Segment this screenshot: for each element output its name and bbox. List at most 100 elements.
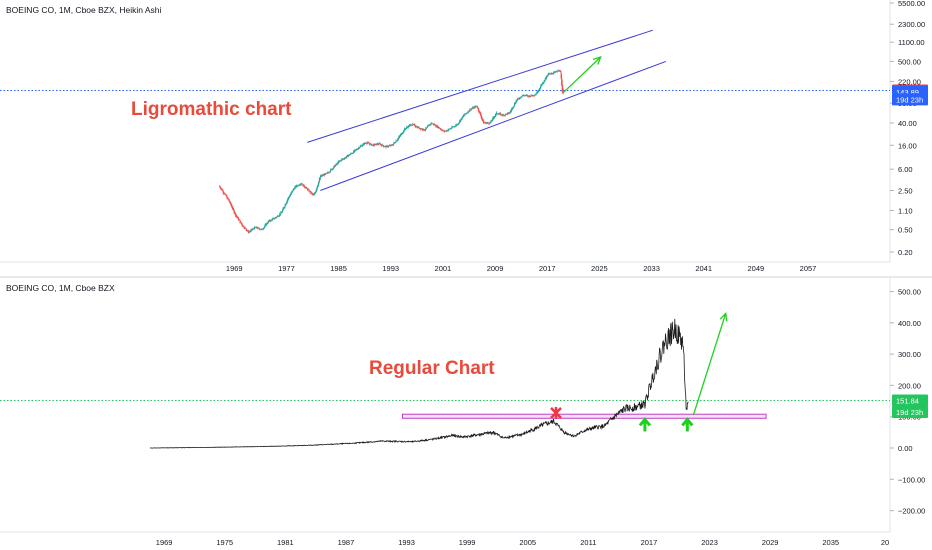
x-tick-label: 20 [881, 538, 889, 547]
candle-body [294, 186, 296, 190]
candle-body [256, 227, 258, 229]
candle-body [459, 121, 461, 123]
candle-body [535, 94, 537, 96]
candle-body [411, 125, 413, 126]
candle-body [421, 128, 423, 130]
candle-body [540, 86, 541, 89]
candle-body [333, 167, 334, 169]
candle-body [489, 122, 491, 124]
candle-body [402, 132, 404, 134]
candle-body [515, 100, 517, 104]
candle-body [441, 129, 443, 131]
candle-body [553, 72, 554, 74]
candle-body [494, 115, 496, 118]
candle-body [486, 122, 488, 124]
candle-body [350, 153, 352, 154]
candle-body [511, 107, 513, 110]
candle-body [510, 110, 512, 112]
candle-body [394, 142, 396, 144]
candle-body [373, 143, 375, 146]
candle-body [507, 112, 509, 114]
candle-body [427, 125, 429, 128]
candle-body [371, 144, 373, 146]
candle-body [493, 117, 495, 119]
support-zone-rect [402, 413, 767, 419]
candle-body [468, 110, 470, 112]
candle-body [525, 95, 527, 96]
candle-body [273, 217, 275, 219]
candle-body [296, 185, 297, 188]
candle-body [548, 73, 550, 75]
candle-body [375, 143, 377, 145]
candle-body [382, 144, 384, 146]
y-tick-label: 0.20 [898, 248, 913, 257]
candle-body [340, 160, 341, 161]
candle-body [330, 168, 332, 172]
x-tick-label: 2029 [762, 538, 779, 547]
candle-body [312, 193, 314, 195]
candle-body [434, 124, 436, 126]
candle-body [229, 200, 231, 203]
candle-body [227, 197, 228, 198]
candle-body [302, 184, 304, 187]
candle-body [448, 128, 450, 131]
candle-body [503, 114, 504, 116]
candle-body [523, 95, 525, 96]
candle-body [346, 155, 348, 158]
candle-body [368, 142, 370, 144]
x-tick-label: 1987 [338, 538, 355, 547]
candle-body [283, 207, 284, 210]
candle-body [538, 89, 540, 92]
candle-body [473, 107, 475, 109]
candle-body [480, 114, 482, 119]
candle-body [299, 183, 301, 186]
candle-body [453, 126, 454, 128]
candle-body [304, 185, 306, 188]
candle-body [419, 128, 421, 130]
candle-body [306, 187, 308, 189]
candle-body [458, 122, 460, 124]
candle-body [347, 155, 349, 157]
candle-body [527, 95, 529, 97]
candle-body [283, 207, 285, 209]
candle-body [524, 95, 526, 97]
top-price-axis: 0.200.501.102.506.0016.0040.0090.00220.0… [890, 0, 925, 257]
candle-body [318, 181, 320, 186]
heikin-ashi-series [218, 69, 564, 234]
candle-body [494, 114, 496, 117]
candle-body [396, 140, 397, 142]
candle-body [341, 158, 343, 160]
candle-body [348, 154, 350, 156]
candle-body [386, 145, 388, 147]
candle-body [328, 172, 330, 174]
candle-body [389, 145, 391, 146]
candle-body [465, 113, 467, 114]
candle-body [282, 208, 284, 212]
candle-body [235, 214, 237, 217]
candle-body [432, 123, 434, 125]
candle-body [459, 120, 460, 124]
candle-body [529, 95, 531, 97]
candle-body [254, 226, 256, 228]
candle-body [551, 73, 553, 75]
candle-body [402, 133, 403, 134]
candle-body [495, 113, 497, 116]
x-tick-label: 1969 [156, 538, 173, 547]
candle-body [476, 106, 478, 109]
channel-lower-line [320, 60, 667, 191]
candle-body [256, 227, 258, 229]
green-projection-arrow-head [592, 55, 602, 65]
candle-body [425, 127, 427, 129]
candle-body [265, 223, 266, 226]
candle-body [231, 206, 233, 209]
candle-body [313, 193, 315, 195]
price-line [149, 318, 689, 449]
candle-body [377, 144, 379, 145]
candle-body [233, 208, 234, 211]
candle-body [462, 116, 464, 118]
candle-body [392, 144, 394, 146]
candle-body [321, 175, 322, 177]
candle-body [371, 143, 372, 146]
x-tick-label: 2001 [435, 264, 452, 273]
